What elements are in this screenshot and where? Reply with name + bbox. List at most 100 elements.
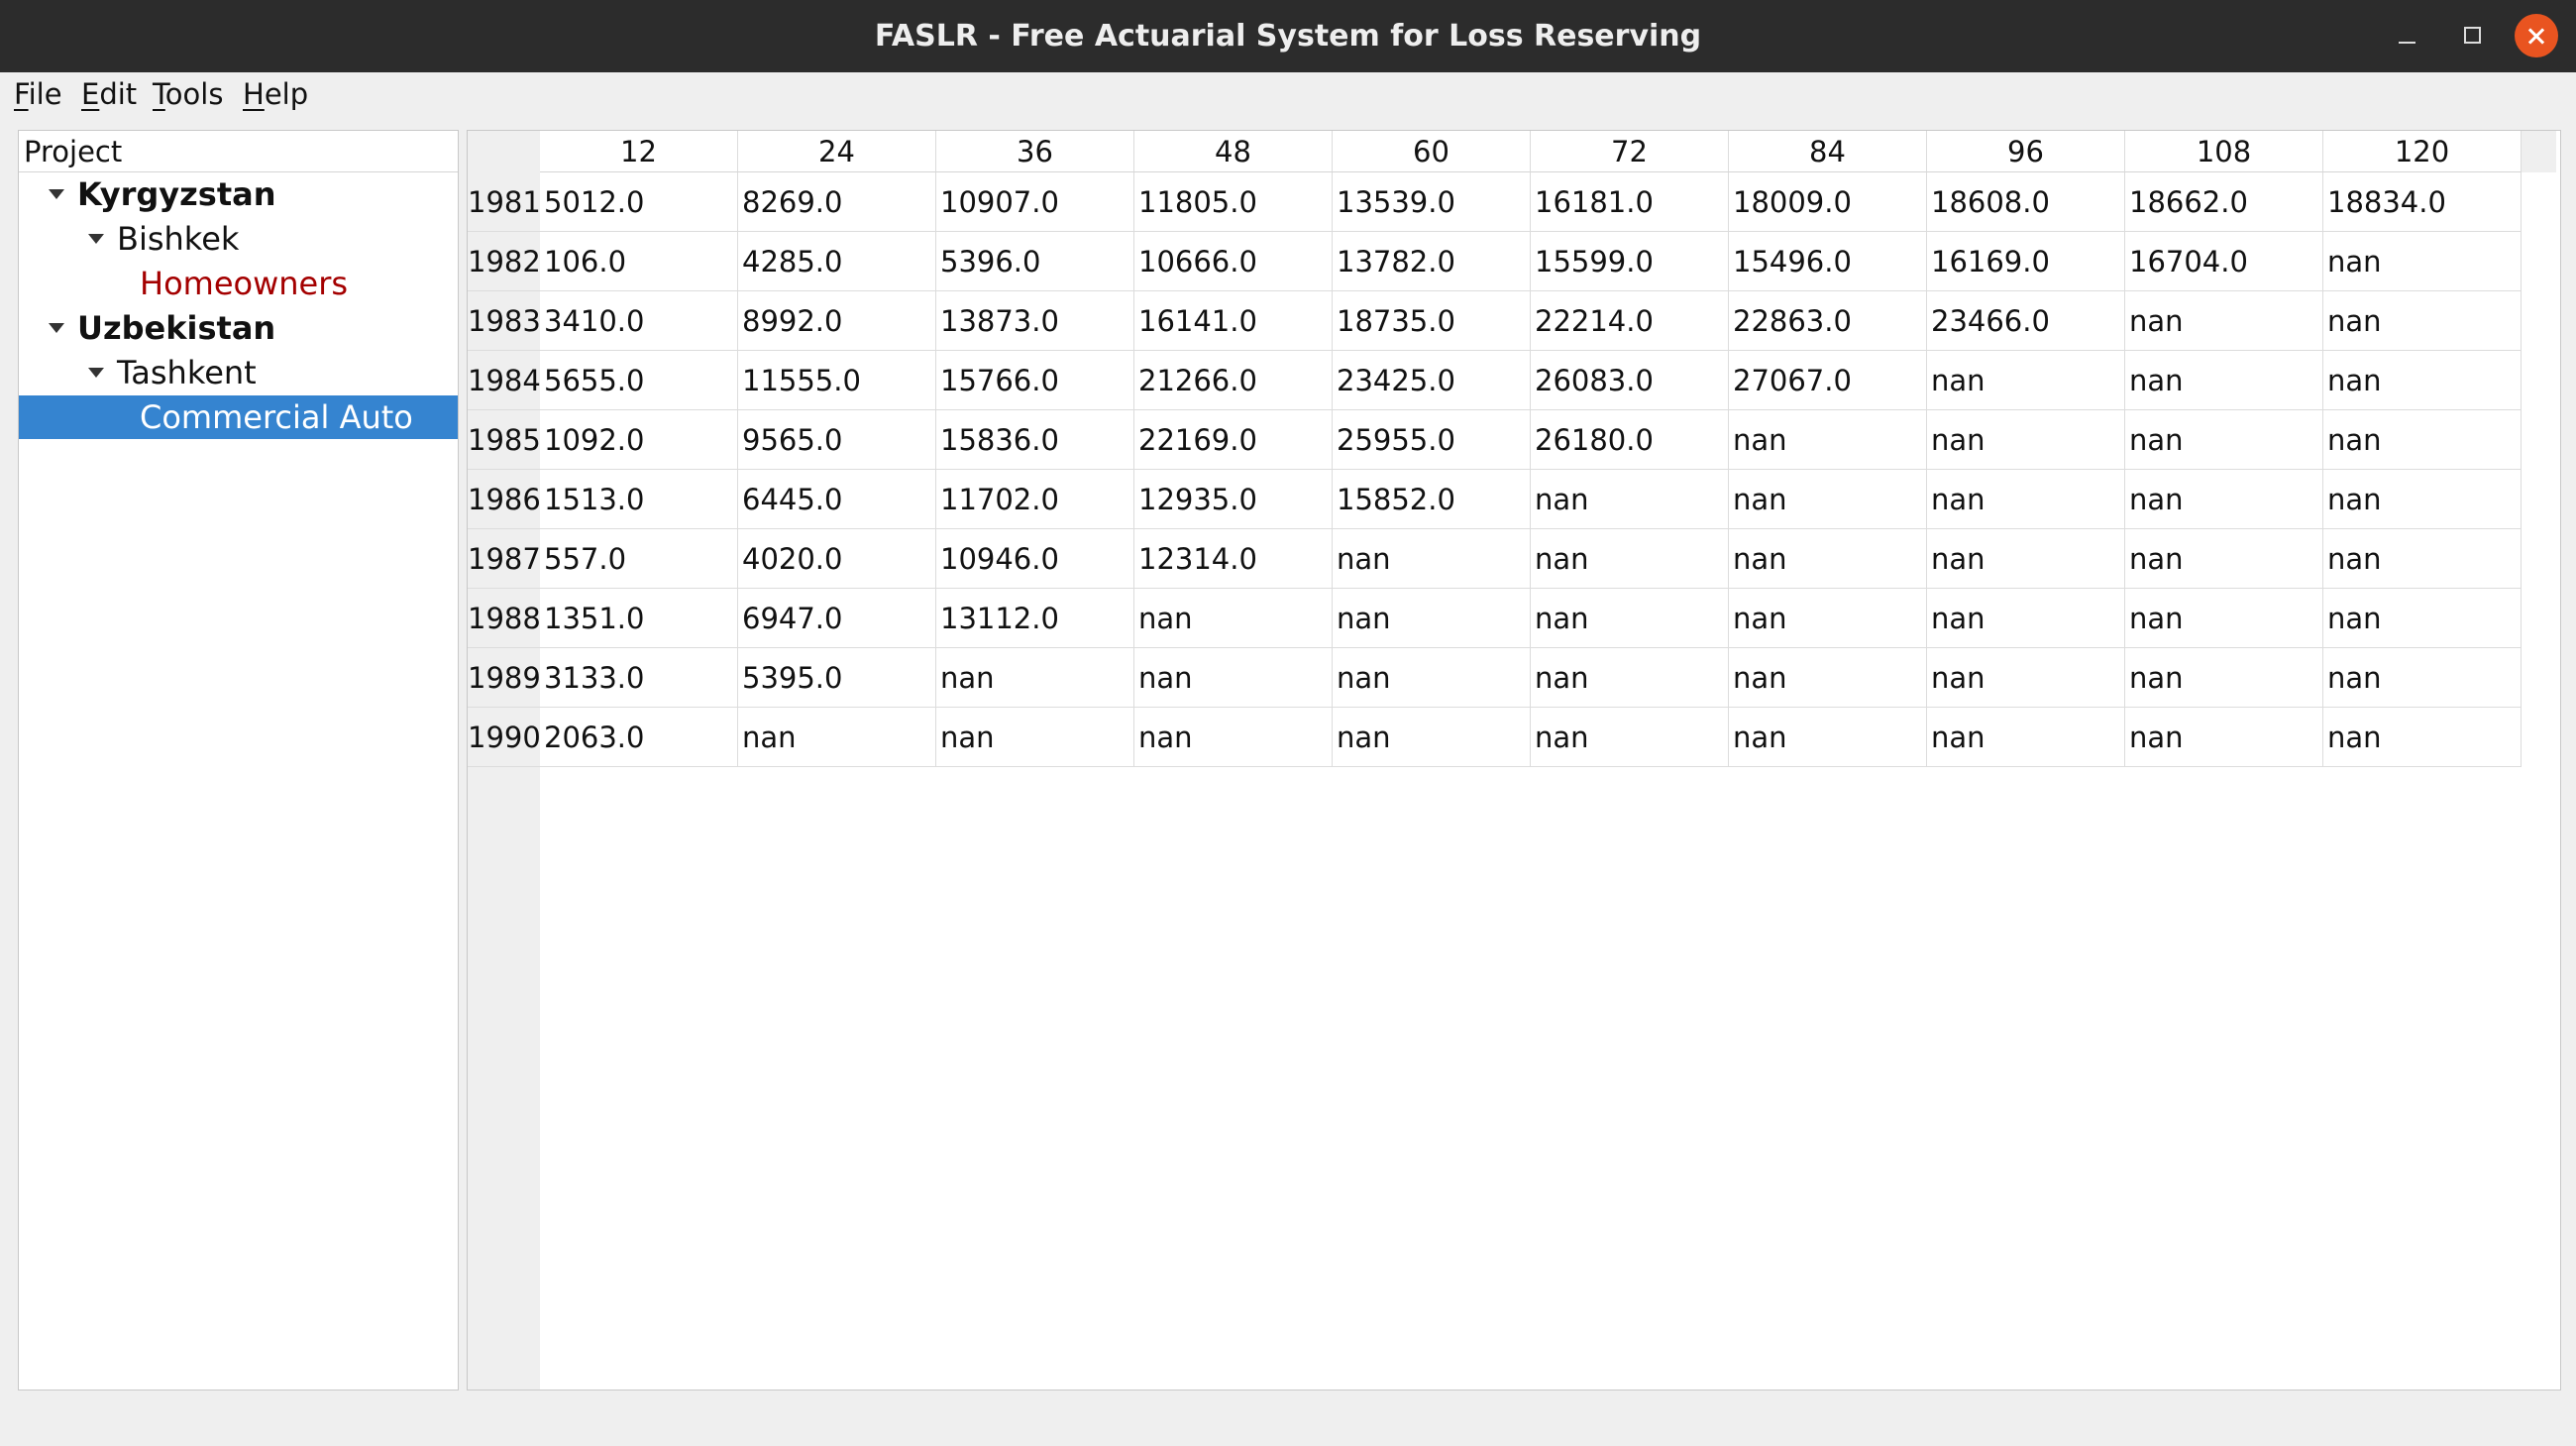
tree-item-bishkek[interactable]: Bishkek	[19, 217, 458, 261]
table-cell[interactable]: nan	[1927, 351, 2125, 410]
table-cell[interactable]: nan	[936, 648, 1134, 708]
table-cell[interactable]: nan	[2323, 291, 2522, 351]
table-cell[interactable]: 16141.0	[1134, 291, 1333, 351]
table-cell[interactable]: nan	[1927, 708, 2125, 767]
table-cell[interactable]: nan	[2323, 470, 2522, 529]
column-header[interactable]: 96	[1927, 131, 2125, 172]
tree-header[interactable]: Project	[19, 131, 458, 172]
table-cell[interactable]: 5396.0	[936, 232, 1134, 291]
table-cell[interactable]: 3410.0	[540, 291, 738, 351]
column-header[interactable]: 48	[1134, 131, 1333, 172]
table-cell[interactable]: 26180.0	[1531, 410, 1729, 470]
table-cell[interactable]: nan	[1531, 648, 1729, 708]
row-header[interactable]: 1984	[468, 351, 541, 410]
table-cell[interactable]: nan	[1531, 529, 1729, 589]
close-icon[interactable]	[2515, 14, 2558, 57]
table-cell[interactable]: 5655.0	[540, 351, 738, 410]
table-cell[interactable]: 557.0	[540, 529, 738, 589]
table-cell[interactable]: nan	[1333, 648, 1531, 708]
menu-help[interactable]: Help	[243, 77, 309, 111]
table-cell[interactable]: 8269.0	[738, 172, 936, 232]
table-cell[interactable]: 15599.0	[1531, 232, 1729, 291]
expand-arrow-icon[interactable]	[88, 368, 104, 378]
table-cell[interactable]: nan	[2125, 589, 2323, 648]
table-cell[interactable]: 26083.0	[1531, 351, 1729, 410]
table-cell[interactable]: nan	[1729, 648, 1927, 708]
table-cell[interactable]: nan	[1729, 470, 1927, 529]
column-header[interactable]: 24	[738, 131, 936, 172]
table-cell[interactable]: 10946.0	[936, 529, 1134, 589]
table-cell[interactable]: 13873.0	[936, 291, 1134, 351]
tree-item-tashkent[interactable]: Tashkent	[19, 351, 458, 394]
table-cell[interactable]: nan	[1927, 410, 2125, 470]
row-header[interactable]: 1985	[468, 410, 541, 470]
row-header[interactable]: 1986	[468, 470, 541, 529]
table-cell[interactable]: 6947.0	[738, 589, 936, 648]
table-cell[interactable]: nan	[1134, 708, 1333, 767]
table-cell[interactable]: nan	[1531, 589, 1729, 648]
row-header[interactable]: 1988	[468, 589, 541, 648]
project-tree[interactable]: Project Kyrgyzstan Bishkek Homeowners Uzbek…	[18, 130, 459, 1390]
table-cell[interactable]: 22863.0	[1729, 291, 1927, 351]
table-cell[interactable]: 8992.0	[738, 291, 936, 351]
menu-tools[interactable]: Tools	[153, 77, 224, 111]
table-cell[interactable]: 16181.0	[1531, 172, 1729, 232]
row-header[interactable]: 1982	[468, 232, 541, 291]
table-cell[interactable]: 9565.0	[738, 410, 936, 470]
table-cell[interactable]: nan	[2323, 351, 2522, 410]
table-cell[interactable]: 11805.0	[1134, 172, 1333, 232]
column-header[interactable]: 108	[2125, 131, 2323, 172]
table-corner[interactable]	[468, 131, 540, 172]
table-cell[interactable]: nan	[2323, 589, 2522, 648]
table-cell[interactable]: nan	[2125, 648, 2323, 708]
table-cell[interactable]: 16169.0	[1927, 232, 2125, 291]
table-cell[interactable]: nan	[1927, 529, 2125, 589]
table-cell[interactable]: 11702.0	[936, 470, 1134, 529]
table-cell[interactable]: nan	[1729, 708, 1927, 767]
column-header[interactable]: 36	[936, 131, 1134, 172]
table-cell[interactable]: 3133.0	[540, 648, 738, 708]
table-cell[interactable]: 1513.0	[540, 470, 738, 529]
table-cell[interactable]: 22214.0	[1531, 291, 1729, 351]
table-cell[interactable]: 18834.0	[2323, 172, 2522, 232]
table-cell[interactable]: nan	[738, 708, 936, 767]
tree-item-homeowners[interactable]: Homeowners	[19, 262, 458, 305]
table-cell[interactable]: 4285.0	[738, 232, 936, 291]
table-cell[interactable]: 21266.0	[1134, 351, 1333, 410]
table-cell[interactable]: nan	[2125, 708, 2323, 767]
table-cell[interactable]: nan	[1927, 648, 2125, 708]
table-cell[interactable]: nan	[1333, 529, 1531, 589]
table-cell[interactable]: 4020.0	[738, 529, 936, 589]
table-cell[interactable]: 13539.0	[1333, 172, 1531, 232]
table-cell[interactable]: nan	[1531, 470, 1729, 529]
table-cell[interactable]: 106.0	[540, 232, 738, 291]
table-cell[interactable]: nan	[2323, 648, 2522, 708]
row-header[interactable]: 1989	[468, 648, 541, 708]
table-cell[interactable]: 27067.0	[1729, 351, 1927, 410]
column-header[interactable]: 72	[1531, 131, 1729, 172]
table-cell[interactable]: nan	[1927, 470, 2125, 529]
column-header[interactable]: 60	[1333, 131, 1531, 172]
table-cell[interactable]: nan	[2125, 410, 2323, 470]
table-cell[interactable]: nan	[2323, 529, 2522, 589]
table-cell[interactable]: nan	[1729, 589, 1927, 648]
table-cell[interactable]: 12314.0	[1134, 529, 1333, 589]
column-header[interactable]: 12	[540, 131, 738, 172]
table-cell[interactable]: nan	[2125, 470, 2323, 529]
menu-edit[interactable]: Edit	[81, 77, 138, 111]
tree-item-kyrgyzstan[interactable]: Kyrgyzstan	[19, 172, 458, 216]
menu-file[interactable]: File	[14, 77, 62, 111]
table-cell[interactable]: nan	[1729, 410, 1927, 470]
table-cell[interactable]: nan	[2125, 291, 2323, 351]
table-cell[interactable]: nan	[1531, 708, 1729, 767]
table-cell[interactable]: 23425.0	[1333, 351, 1531, 410]
minimize-icon[interactable]	[2386, 14, 2429, 57]
table-cell[interactable]: 15852.0	[1333, 470, 1531, 529]
table-cell[interactable]: 16704.0	[2125, 232, 2323, 291]
tree-item-uzbekistan[interactable]: Uzbekistan	[19, 306, 458, 350]
table-cell[interactable]: nan	[2125, 351, 2323, 410]
table-cell[interactable]: 5395.0	[738, 648, 936, 708]
table-cell[interactable]: 10907.0	[936, 172, 1134, 232]
row-header[interactable]: 1983	[468, 291, 541, 351]
expand-arrow-icon[interactable]	[49, 323, 64, 333]
